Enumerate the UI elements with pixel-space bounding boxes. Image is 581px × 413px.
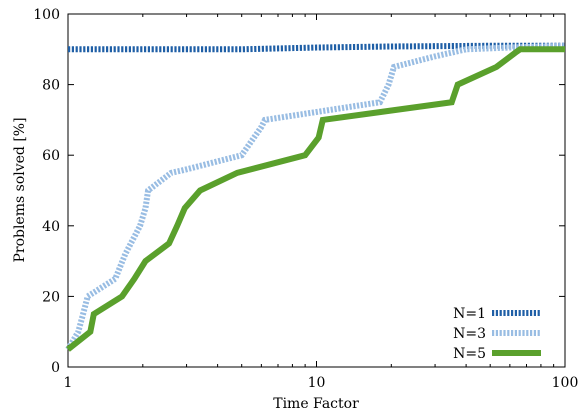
y-axis-label: Problems solved [%] [12,117,28,262]
legend-label: N=3 [453,326,486,342]
x-tick-label: 1 [64,375,73,391]
series-line-2 [65,42,566,351]
legend-label: N=1 [453,306,486,322]
y-tick-label: 60 [42,148,60,164]
y-tick-label: 40 [42,219,60,235]
x-tick-label: 100 [552,375,579,391]
x-tick-label: 10 [308,375,326,391]
series-line-3 [66,46,565,352]
y-tick-label: 0 [51,360,60,376]
series-group [65,42,566,352]
x-axis-label: Time Factor [273,396,359,412]
y-tick-label: 80 [42,78,60,94]
legend-label: N=5 [453,346,486,362]
tick-group: 0 20 40 60 80 100 1 10 100 [33,7,578,391]
legend: N=1 N=3 N=5 [453,306,541,362]
y-tick-label: 20 [42,289,60,305]
y-tick-label: 100 [33,7,60,23]
